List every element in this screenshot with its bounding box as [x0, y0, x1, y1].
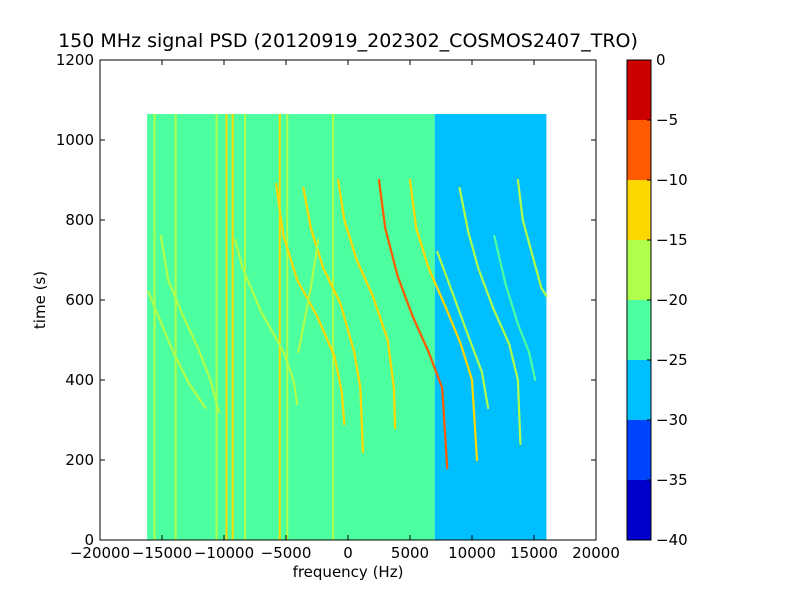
chart-title: 150 MHz signal PSD (20120919_202302_COSM…	[58, 30, 638, 52]
signal-track-12	[516, 178, 548, 298]
x-tick-label: −5000	[261, 544, 312, 562]
signal-track-7	[377, 178, 449, 470]
x-tick-label: 15000	[510, 544, 558, 562]
signal-track-4	[302, 186, 364, 454]
colorbar-bin-7	[627, 60, 651, 120]
background-region-0	[147, 114, 435, 540]
x-tick-label: 10000	[448, 544, 496, 562]
signal-track-10	[436, 250, 490, 410]
heatmap-area	[147, 114, 548, 540]
colorbar-tick-label: −25	[656, 351, 688, 369]
colorbar-bin-5	[627, 180, 651, 240]
y-tick-label: 600	[65, 291, 94, 309]
x-axis: −20000 −15000 −10000 −5000 0 5000 10000 15000 20…	[70, 60, 620, 562]
background-region-1	[434, 114, 547, 540]
signal-track-11	[493, 234, 537, 382]
signal-track-3	[275, 182, 346, 426]
colorbar-tick-label: −30	[656, 411, 688, 429]
y-tick-label: 1000	[56, 131, 94, 149]
x-tick-label: −10000	[194, 544, 254, 562]
colorbar-tick-label: −35	[656, 471, 688, 489]
signal-track-0	[159, 234, 221, 414]
signal-track-6	[297, 238, 320, 354]
colorbar-bin-0	[627, 480, 651, 540]
y-tick-label: 400	[65, 371, 94, 389]
x-axis-label: frequency (Hz)	[293, 563, 404, 581]
y-axis-label: time (s)	[31, 271, 49, 329]
x-tick-label: 5000	[391, 544, 429, 562]
x-tick-label: −20000	[70, 544, 130, 562]
signal-track-8	[408, 178, 479, 462]
signal-track-9	[458, 186, 522, 446]
y-axis: 0 200 400 600 800 1000 1200	[56, 51, 596, 549]
colorbar: 0 −5 −10 −15 −20 −25 −30 −35 −40	[626, 51, 688, 549]
y-tick-label: 800	[65, 211, 94, 229]
signal-track-5	[337, 178, 397, 430]
colorbar-bin-6	[627, 120, 651, 180]
colorbar-tick-label: 0	[656, 51, 666, 69]
colorbar-bin-1	[627, 420, 651, 480]
y-tick-label: 1200	[56, 51, 94, 69]
colorbar-tick-label: −20	[656, 291, 688, 309]
signal-track-2	[234, 238, 299, 406]
colorbar-tick-label: −15	[656, 231, 688, 249]
colorbar-tick-label: −10	[656, 171, 688, 189]
signal-track-1	[147, 290, 207, 410]
x-tick-label: 20000	[572, 544, 620, 562]
colorbar-bin-2	[627, 360, 651, 420]
colorbar-bin-4	[627, 240, 651, 300]
x-tick-label: −15000	[132, 544, 192, 562]
y-tick-label: 0	[84, 531, 94, 549]
x-tick-label: 0	[343, 544, 353, 562]
colorbar-tick-label: −5	[656, 111, 678, 129]
y-tick-label: 200	[65, 451, 94, 469]
colorbar-tick-label: −40	[656, 531, 688, 549]
colorbar-bin-3	[627, 300, 651, 360]
